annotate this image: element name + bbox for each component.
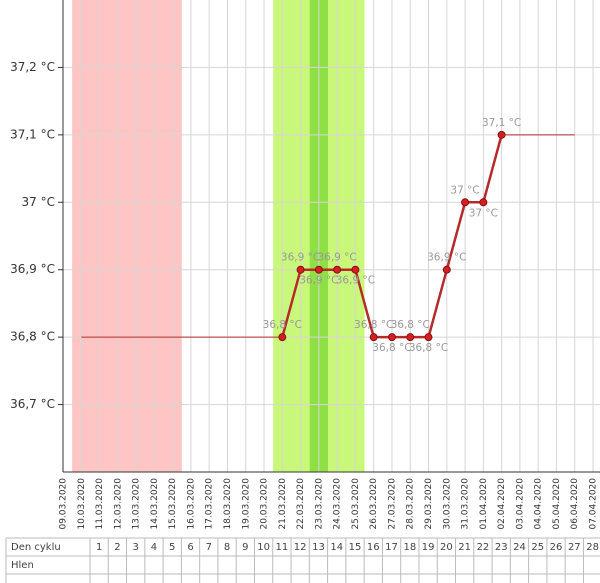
- x-tick-label: 31.03.2020: [461, 478, 471, 530]
- table-cell: 27: [568, 542, 581, 553]
- point: [333, 265, 342, 274]
- x-tick-label: 05.04.2020: [552, 478, 562, 530]
- point: [314, 265, 323, 274]
- table-cell: 28: [586, 542, 599, 553]
- x-tick-label: 22.03.2020: [296, 478, 306, 530]
- y-tick-label: 36,9 °C: [10, 262, 55, 276]
- x-tick-label: 17.03.2020: [205, 478, 215, 530]
- table-cell: 17: [385, 542, 398, 553]
- table-cell: 8: [224, 542, 230, 553]
- data-label: 36,9 °C: [336, 275, 375, 287]
- x-tick-label: 01.04.2020: [479, 478, 489, 530]
- x-tick-label: 12.03.2020: [113, 478, 123, 530]
- table-cell: 18: [403, 542, 416, 553]
- point: [479, 198, 488, 207]
- band: [72, 0, 182, 472]
- x-tick-label: 13.03.2020: [132, 478, 142, 530]
- table-cell: 1: [96, 542, 102, 553]
- x-tick-label: 28.03.2020: [406, 478, 416, 530]
- x-tick-label: 06.04.2020: [570, 478, 580, 530]
- data-label: 36,9 °C: [427, 252, 466, 264]
- y-tick-label: 36,7 °C: [10, 397, 55, 411]
- point: [424, 333, 433, 342]
- x-tick-label: 10.03.2020: [77, 478, 87, 530]
- data-label: 36,9 °C: [317, 252, 356, 264]
- x-tick-label: 29.03.2020: [424, 478, 434, 530]
- data-label: 36,8 °C: [409, 342, 448, 354]
- table-header: Den cyklu: [11, 542, 61, 553]
- data-label: 37,1 °C: [482, 117, 521, 129]
- table-cell: 19: [422, 542, 435, 553]
- x-tick-label: 03.04.2020: [515, 478, 525, 530]
- x-tick-label: 15.03.2020: [168, 478, 178, 530]
- table-cell: 26: [550, 542, 563, 553]
- table-cell: 9: [242, 542, 248, 553]
- table-cell: 23: [495, 542, 508, 553]
- y-tick-label: 36,8 °C: [10, 330, 55, 344]
- x-tick-label: 20.03.2020: [260, 478, 270, 530]
- data-label: 36,8 °C: [354, 319, 393, 331]
- x-tick-label: 26.03.2020: [369, 478, 379, 530]
- table-cell: 12: [294, 542, 307, 553]
- table-cell: 13: [312, 542, 325, 553]
- table-cell: 6: [187, 542, 193, 553]
- table-cell: 14: [330, 542, 343, 553]
- table-cell: 10: [257, 542, 270, 553]
- x-tick-label: 24.03.2020: [333, 478, 343, 530]
- point: [461, 198, 470, 207]
- table-cell: 20: [440, 542, 453, 553]
- x-tick-label: 04.04.2020: [534, 478, 544, 530]
- point: [406, 333, 415, 342]
- data-label: 36,8 °C: [263, 319, 302, 331]
- x-tick-label: 27.03.2020: [387, 478, 397, 530]
- point: [442, 265, 451, 274]
- table-cell: 16: [367, 542, 380, 553]
- table-cell: 7: [206, 542, 212, 553]
- point: [351, 265, 360, 274]
- x-tick-label: 30.03.2020: [442, 478, 452, 530]
- x-tick-label: 19.03.2020: [241, 478, 251, 530]
- data-label: 37 °C: [450, 184, 479, 196]
- table-cell: 21: [458, 542, 471, 553]
- x-tick-label: 16.03.2020: [186, 478, 196, 530]
- point: [387, 333, 396, 342]
- point: [296, 265, 305, 274]
- x-tick-label: 11.03.2020: [95, 478, 105, 530]
- x-tick-label: 21.03.2020: [278, 478, 288, 530]
- data-label: 36,9 °C: [299, 275, 338, 287]
- table-cell: 22: [477, 542, 490, 553]
- table-cell: 5: [169, 542, 175, 553]
- x-tick-label: 25.03.2020: [351, 478, 361, 530]
- table-row-label: Hlen: [11, 560, 34, 571]
- point: [369, 333, 378, 342]
- cover-line: [81, 134, 575, 338]
- table-cell: 4: [151, 542, 157, 553]
- table-cell: 15: [349, 542, 362, 553]
- x-tick-label: 07.04.2020: [589, 478, 599, 530]
- x-tick-label: 02.04.2020: [497, 478, 507, 530]
- x-tick-label: 09.03.2020: [59, 478, 69, 530]
- y-tick-label: 37,1 °C: [10, 127, 55, 141]
- y-tick-label: 37 °C: [22, 195, 55, 209]
- data-label: 36,9 °C: [281, 252, 320, 264]
- data-label: 36,8 °C: [372, 342, 411, 354]
- table-cell: 24: [513, 542, 526, 553]
- x-tick-label: 18.03.2020: [223, 478, 233, 530]
- data-label: 37 °C: [469, 207, 498, 219]
- x-tick-label: 23.03.2020: [314, 478, 324, 530]
- table-cell: 11: [276, 542, 289, 553]
- table-cell: 2: [114, 542, 120, 553]
- y-tick-label: 37,2 °C: [10, 60, 55, 74]
- x-tick-label: 14.03.2020: [150, 478, 160, 530]
- data-label: 36,8 °C: [391, 319, 430, 331]
- table-cell: 3: [133, 542, 139, 553]
- table-cell: 25: [531, 542, 544, 553]
